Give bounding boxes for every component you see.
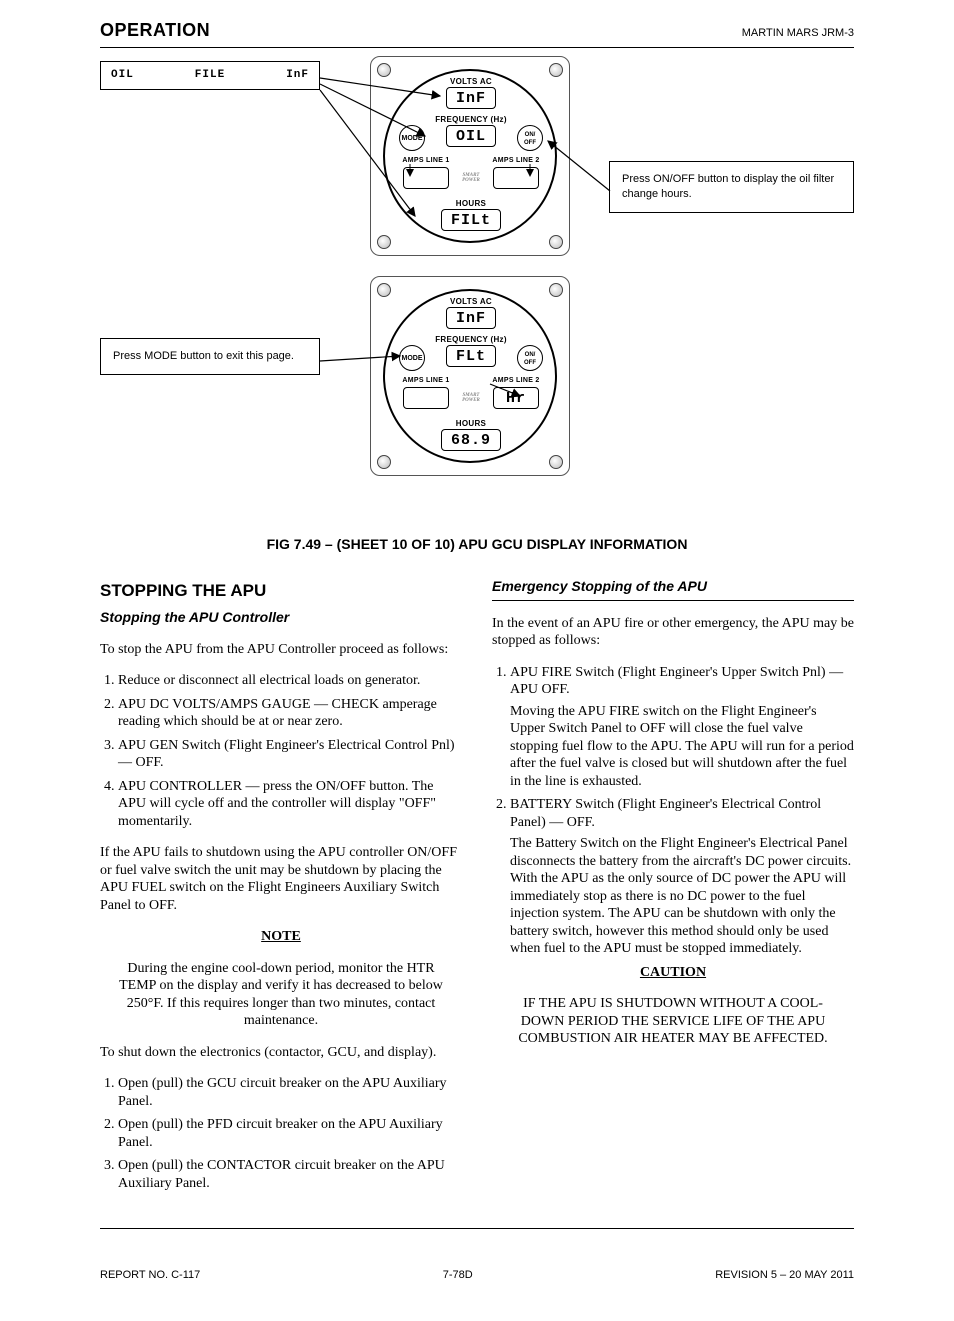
callout-oil-file: OIL FILE InF — [100, 61, 320, 90]
label-freq: FREQUENCY (Hz) — [421, 115, 521, 124]
screw-icon — [549, 283, 563, 297]
footer-rule — [100, 1228, 854, 1229]
caution-text: IF THE APU IS SHUTDOWN WITHOUT A COOL-DO… — [492, 995, 854, 1048]
step-lead: BATTERY Switch (Flight Engineer's Electr… — [510, 797, 821, 830]
column-right: Emergency Stopping of the APU In the eve… — [492, 570, 854, 1198]
onoff-button[interactable]: ON/ OFF — [517, 345, 543, 371]
label-amps2: AMPS LINE 2 — [481, 377, 551, 384]
logo: SMART POWER — [459, 173, 483, 185]
section-heading: STOPPING THE APU — [100, 580, 462, 601]
callout-onoff-text: Press ON/OFF button to display the oil f… — [622, 173, 834, 200]
display-amps2: Hr — [493, 387, 539, 409]
caution-block: CAUTION — [492, 964, 854, 982]
label-volts: VOLTS AC — [421, 297, 521, 306]
gauge-2: VOLTS AC InF FREQUENCY (Hz) FLt MODE ON/… — [370, 276, 570, 476]
doc-id: MARTIN MARS JRM-3 — [742, 27, 854, 39]
note-label: NOTE — [261, 929, 301, 944]
step-body: The Battery Switch on the Flight Enginee… — [510, 835, 854, 958]
screw-icon — [377, 63, 391, 77]
note-text: During the engine cool-down period, moni… — [100, 960, 462, 1030]
label-hours: HOURS — [421, 199, 521, 208]
figure-area: OIL FILE InF Press ON/OFF button to disp… — [100, 56, 854, 526]
page-footer: REPORT NO. C-117 7-78D REVISION 5 – 20 M… — [100, 1269, 854, 1281]
mode-button[interactable]: MODE — [399, 125, 425, 151]
list-item: APU GEN Switch (Flight Engineer's Electr… — [118, 737, 462, 772]
shutdown-steps: Open (pull) the GCU circuit breaker on t… — [100, 1075, 462, 1192]
note-block: NOTE — [100, 928, 462, 946]
step-body: Moving the APU FIRE switch on the Flight… — [510, 703, 854, 791]
list-item: Open (pull) the GCU circuit breaker on t… — [118, 1075, 462, 1110]
body-text: To shut down the electronics (contactor,… — [100, 1044, 462, 1062]
callout-mode-text: Press MODE button to exit this page. — [113, 350, 294, 362]
label-hours: HOURS — [421, 419, 521, 428]
seg-inf: InF — [286, 68, 309, 83]
sub-rule — [492, 600, 854, 601]
callout-mode-exit: Press MODE button to exit this page. — [100, 338, 320, 375]
display-amps1 — [403, 167, 449, 189]
list-item: Open (pull) the CONTACTOR circuit breake… — [118, 1157, 462, 1192]
header-rule — [100, 47, 854, 48]
screw-icon — [377, 455, 391, 469]
page-header: OPERATION MARTIN MARS JRM-3 — [100, 20, 854, 41]
label-amps1: AMPS LINE 1 — [391, 157, 461, 164]
stop-steps: Reduce or disconnect all electrical load… — [100, 672, 462, 830]
intro-text: In the event of an APU fire or other eme… — [492, 615, 854, 650]
screw-icon — [377, 235, 391, 249]
body-columns: STOPPING THE APU Stopping the APU Contro… — [100, 570, 854, 1198]
screw-icon — [549, 63, 563, 77]
label-volts: VOLTS AC — [421, 77, 521, 86]
display-hours: 68.9 — [441, 429, 501, 451]
list-item: APU CONTROLLER — press the ON/OFF button… — [118, 778, 462, 831]
onoff-button[interactable]: ON/ OFF — [517, 125, 543, 151]
callout-onoff: Press ON/OFF button to display the oil f… — [609, 161, 854, 213]
seg-file: FILE — [195, 68, 225, 83]
screw-icon — [377, 283, 391, 297]
figure-caption: FIG 7.49 – (SHEET 10 OF 10) APU GCU DISP… — [100, 536, 854, 552]
mode-button[interactable]: MODE — [399, 345, 425, 371]
label-freq: FREQUENCY (Hz) — [421, 335, 521, 344]
display-volts: InF — [446, 87, 496, 109]
display-volts: InF — [446, 307, 496, 329]
list-item: Open (pull) the PFD circuit breaker on t… — [118, 1116, 462, 1151]
list-item: APU FIRE Switch (Flight Engineer's Upper… — [510, 664, 854, 791]
screw-icon — [549, 455, 563, 469]
logo: SMART POWER — [459, 393, 483, 405]
label-amps2: AMPS LINE 2 — [481, 157, 551, 164]
seg-oil: OIL — [111, 68, 134, 83]
intro-text: To stop the APU from the APU Controller … — [100, 641, 462, 659]
subsection-heading: Stopping the APU Controller — [100, 609, 462, 627]
emergency-steps: APU FIRE Switch (Flight Engineer's Upper… — [492, 664, 854, 958]
body-text: If the APU fails to shutdown using the A… — [100, 844, 462, 914]
footer-center: 7-78D — [443, 1269, 473, 1281]
label-amps1: AMPS LINE 1 — [391, 377, 461, 384]
display-freq: FLt — [446, 345, 496, 367]
caution-label: CAUTION — [640, 965, 706, 980]
footer-right: REVISION 5 – 20 MAY 2011 — [715, 1269, 854, 1281]
subsection-heading: Emergency Stopping of the APU — [492, 578, 854, 596]
page-title: OPERATION — [100, 20, 210, 41]
column-left: STOPPING THE APU Stopping the APU Contro… — [100, 570, 462, 1198]
display-amps1 — [403, 387, 449, 409]
display-freq: OIL — [446, 125, 496, 147]
display-amps2 — [493, 167, 539, 189]
list-item: APU DC VOLTS/AMPS GAUGE — CHECK amperage… — [118, 696, 462, 731]
footer-left: REPORT NO. C-117 — [100, 1269, 200, 1281]
gauge-1: VOLTS AC InF FREQUENCY (Hz) OIL MODE ON/… — [370, 56, 570, 256]
screw-icon — [549, 235, 563, 249]
step-lead: APU FIRE Switch (Flight Engineer's Upper… — [510, 665, 843, 698]
list-item: Reduce or disconnect all electrical load… — [118, 672, 462, 690]
display-hours: FILt — [441, 209, 501, 231]
list-item: BATTERY Switch (Flight Engineer's Electr… — [510, 796, 854, 958]
